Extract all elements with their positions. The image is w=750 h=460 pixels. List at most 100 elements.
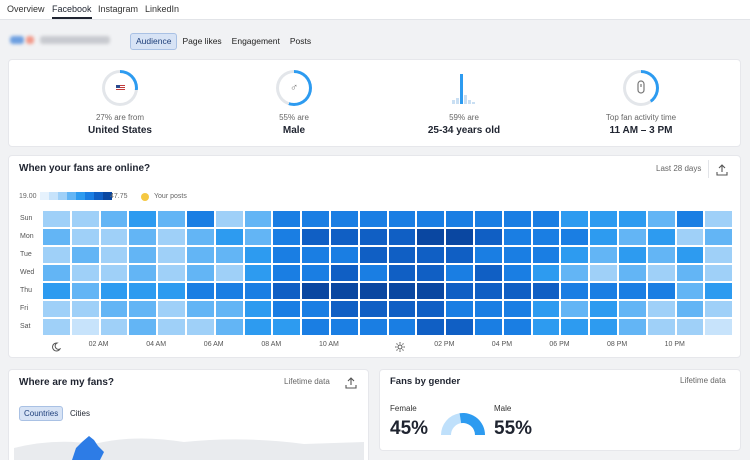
heatmap-cell[interactable]	[445, 246, 474, 264]
heatmap-cell[interactable]	[301, 228, 330, 246]
heatmap-cell[interactable]	[243, 282, 273, 300]
heatmap-cell[interactable]	[70, 264, 100, 282]
heatmap-cell[interactable]	[531, 318, 561, 336]
heatmap-cell[interactable]	[214, 246, 244, 264]
heatmap-cell[interactable]	[531, 282, 561, 300]
heatmap-cell[interactable]	[502, 228, 532, 246]
heatmap-cell[interactable]	[186, 264, 215, 282]
heatmap-cell[interactable]	[70, 210, 100, 228]
heatmap-cell[interactable]	[387, 282, 417, 300]
heatmap-cell[interactable]	[358, 282, 388, 300]
heatmap-cell[interactable]	[186, 228, 215, 246]
heatmap-cell[interactable]	[560, 246, 590, 264]
heatmap-cell[interactable]	[675, 246, 705, 264]
subtab-engagement[interactable]: Engagement	[231, 36, 280, 46]
heatmap-cell[interactable]	[646, 300, 676, 318]
heatmap-cell[interactable]	[272, 264, 302, 282]
heatmap-cell[interactable]	[301, 300, 330, 318]
tab-overview[interactable]: Overview	[7, 4, 45, 14]
subtab-audience[interactable]: Audience	[130, 33, 178, 50]
heatmap-cell[interactable]	[157, 210, 186, 228]
heatmap-cell[interactable]	[589, 264, 618, 282]
heatmap-cell[interactable]	[99, 210, 129, 228]
heatmap-cell[interactable]	[214, 318, 244, 336]
heatmap-cell[interactable]	[42, 228, 71, 246]
heatmap-cell[interactable]	[675, 282, 705, 300]
heatmap-cell[interactable]	[157, 264, 186, 282]
heatmap-cell[interactable]	[70, 300, 100, 318]
location-export-icon[interactable]	[345, 376, 357, 389]
heatmap-cell[interactable]	[474, 264, 503, 282]
heatmap-cell[interactable]	[474, 246, 503, 264]
heatmap-cell[interactable]	[445, 228, 474, 246]
heatmap-cell[interactable]	[589, 228, 618, 246]
heatmap-cell[interactable]	[589, 300, 618, 318]
heatmap-cell[interactable]	[128, 228, 158, 246]
heatmap-cell[interactable]	[416, 282, 446, 300]
heatmap-cell[interactable]	[358, 228, 388, 246]
heatmap-cell[interactable]	[416, 318, 446, 336]
heatmap-cell[interactable]	[387, 228, 417, 246]
heatmap-cell[interactable]	[128, 264, 158, 282]
heatmap-cell[interactable]	[704, 228, 734, 246]
heatmap-cell[interactable]	[128, 210, 158, 228]
heatmap-cell[interactable]	[704, 264, 734, 282]
heatmap-cell[interactable]	[560, 282, 590, 300]
heatmap-cell[interactable]	[560, 318, 590, 336]
heatmap-cell[interactable]	[70, 282, 100, 300]
heatmap-cell[interactable]	[330, 246, 359, 264]
heatmap-cell[interactable]	[474, 300, 503, 318]
heatmap-cell[interactable]	[675, 318, 705, 336]
heatmap-cell[interactable]	[531, 210, 561, 228]
heatmap-cell[interactable]	[272, 282, 302, 300]
heatmap-cell[interactable]	[42, 300, 71, 318]
heatmap-cell[interactable]	[646, 210, 676, 228]
heatmap-cell[interactable]	[186, 318, 215, 336]
heatmap-cell[interactable]	[589, 282, 618, 300]
heatmap-cell[interactable]	[301, 264, 330, 282]
heatmap-cell[interactable]	[186, 210, 215, 228]
heatmap-cell[interactable]	[646, 318, 676, 336]
heatmap-cell[interactable]	[675, 264, 705, 282]
heatmap-cell[interactable]	[704, 318, 734, 336]
heatmap-cell[interactable]	[589, 318, 618, 336]
heatmap-cell[interactable]	[301, 318, 330, 336]
heatmap-cell[interactable]	[214, 300, 244, 318]
heatmap-cell[interactable]	[70, 246, 100, 264]
heatmap-cell[interactable]	[560, 228, 590, 246]
heatmap-cell[interactable]	[128, 300, 158, 318]
heatmap-cell[interactable]	[416, 264, 446, 282]
heatmap-cell[interactable]	[704, 282, 734, 300]
heatmap-cell[interactable]	[704, 210, 734, 228]
heatmap-cell[interactable]	[243, 318, 273, 336]
heatmap-cell[interactable]	[531, 264, 561, 282]
heatmap-cell[interactable]	[445, 210, 474, 228]
heatmap-cell[interactable]	[387, 318, 417, 336]
heatmap-cell[interactable]	[445, 282, 474, 300]
heatmap-cell[interactable]	[618, 210, 647, 228]
heatmap-cell[interactable]	[243, 300, 273, 318]
heatmap-cell[interactable]	[675, 300, 705, 318]
heatmap-cell[interactable]	[531, 246, 561, 264]
heatmap-cell[interactable]	[502, 264, 532, 282]
heatmap-cell[interactable]	[272, 246, 302, 264]
heatmap-cell[interactable]	[445, 264, 474, 282]
heatmap-cell[interactable]	[560, 210, 590, 228]
heatmap-cell[interactable]	[330, 228, 359, 246]
heatmap-cell[interactable]	[358, 264, 388, 282]
heatmap-cell[interactable]	[272, 210, 302, 228]
heatmap-cell[interactable]	[99, 300, 129, 318]
heatmap-cell[interactable]	[214, 264, 244, 282]
heatmap-cell[interactable]	[646, 264, 676, 282]
heatmap-cell[interactable]	[128, 282, 158, 300]
heatmap-cell[interactable]	[618, 246, 647, 264]
export-icon[interactable]	[716, 163, 728, 176]
heatmap-cell[interactable]	[243, 228, 273, 246]
heatmap-cell[interactable]	[387, 300, 417, 318]
heatmap-cell[interactable]	[531, 228, 561, 246]
heatmap-cell[interactable]	[99, 282, 129, 300]
heatmap-cell[interactable]	[416, 228, 446, 246]
heatmap-cell[interactable]	[502, 318, 532, 336]
heatmap-cell[interactable]	[474, 228, 503, 246]
heatmap-cell[interactable]	[99, 228, 129, 246]
